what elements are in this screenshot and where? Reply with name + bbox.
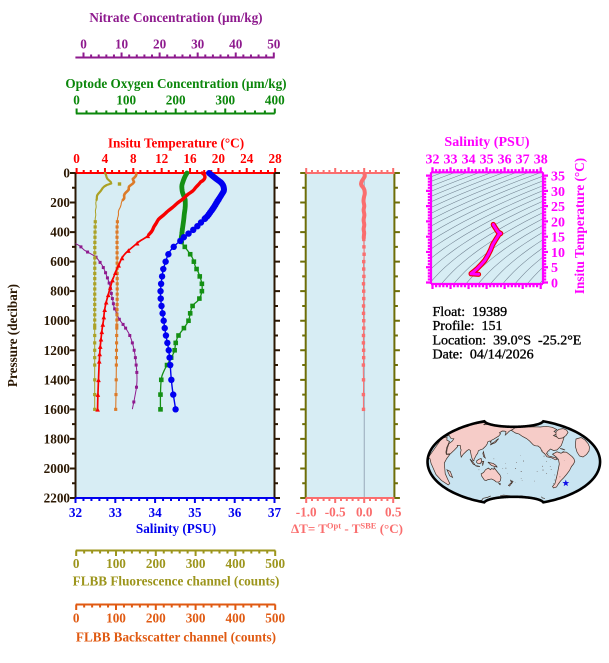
- svg-text:200: 200: [50, 195, 70, 210]
- svg-text:200: 200: [146, 556, 166, 571]
- svg-text:4: 4: [102, 151, 109, 166]
- svg-text:37: 37: [268, 505, 282, 520]
- svg-text:-0.5: -0.5: [325, 505, 346, 520]
- svg-text:34: 34: [149, 505, 163, 520]
- svg-text:Salinity (PSU): Salinity (PSU): [136, 521, 216, 536]
- svg-text:2200: 2200: [44, 491, 71, 506]
- svg-text:0: 0: [80, 37, 87, 52]
- svg-text:400: 400: [265, 93, 285, 108]
- svg-text:FLBB Backscatter channel (coun: FLBB Backscatter channel (counts): [76, 630, 276, 645]
- svg-text:Insitu Temperature (°C): Insitu Temperature (°C): [572, 158, 587, 294]
- svg-text:300: 300: [215, 93, 235, 108]
- svg-text:400: 400: [226, 556, 246, 571]
- svg-text:0.0: 0.0: [356, 505, 373, 520]
- svg-text:Location: 39.0°S -25.2°E: Location: 39.0°S -25.2°E: [433, 333, 582, 348]
- svg-text:30: 30: [551, 185, 565, 200]
- svg-text:-1.0: -1.0: [296, 505, 317, 520]
- svg-text:33: 33: [109, 505, 123, 520]
- svg-text:20: 20: [153, 37, 167, 52]
- svg-text:35: 35: [188, 505, 202, 520]
- svg-text:Salinity (PSU): Salinity (PSU): [444, 135, 530, 150]
- svg-text:200: 200: [146, 611, 166, 626]
- svg-text:10: 10: [551, 246, 565, 261]
- svg-text:400: 400: [226, 611, 246, 626]
- svg-text:32: 32: [69, 505, 83, 520]
- svg-text:Optode Oxygen Concentration (µ: Optode Oxygen Concentration (µm/kg): [65, 76, 286, 91]
- svg-text:1000: 1000: [44, 313, 71, 328]
- svg-text:0: 0: [73, 151, 80, 166]
- svg-text:400: 400: [50, 225, 70, 240]
- svg-text:28: 28: [269, 151, 283, 166]
- svg-text:0: 0: [73, 556, 80, 571]
- svg-text:Date: 04/14/2026: Date: 04/14/2026: [433, 348, 534, 363]
- svg-text:0.5: 0.5: [385, 505, 402, 520]
- svg-text:30: 30: [191, 37, 205, 52]
- svg-text:38: 38: [534, 153, 548, 168]
- svg-text:Float: 19389: Float: 19389: [433, 305, 508, 320]
- svg-text:Pressure (decibar): Pressure (decibar): [5, 284, 20, 387]
- svg-text:300: 300: [186, 611, 206, 626]
- svg-text:100: 100: [116, 93, 136, 108]
- svg-text:0: 0: [73, 93, 80, 108]
- svg-text:5: 5: [551, 261, 558, 276]
- svg-text:10: 10: [115, 37, 129, 52]
- svg-text:2000: 2000: [44, 461, 71, 476]
- svg-text:1800: 1800: [44, 431, 71, 446]
- svg-text:35: 35: [480, 153, 494, 168]
- svg-text:33: 33: [444, 153, 458, 168]
- svg-text:15: 15: [551, 231, 565, 246]
- svg-text:100: 100: [106, 556, 126, 571]
- svg-text:FLBB Fluorescence channel (cou: FLBB Fluorescence channel (counts): [73, 574, 280, 589]
- svg-text:1600: 1600: [44, 402, 71, 417]
- svg-text:Profile: 151: Profile: 151: [433, 319, 503, 334]
- svg-text:800: 800: [50, 284, 70, 299]
- svg-text:1200: 1200: [44, 343, 71, 358]
- svg-text:40: 40: [229, 37, 243, 52]
- svg-text:Nitrate Concentration (µm/kg): Nitrate Concentration (µm/kg): [89, 10, 262, 25]
- svg-text:0: 0: [63, 166, 70, 181]
- svg-text:50: 50: [267, 37, 281, 52]
- svg-text:500: 500: [265, 611, 285, 626]
- svg-text:20: 20: [551, 215, 565, 230]
- svg-text:Insitu Temperature (°C): Insitu Temperature (°C): [108, 136, 244, 151]
- svg-text:1400: 1400: [44, 372, 71, 387]
- svg-text:37: 37: [516, 153, 530, 168]
- svg-text:20: 20: [212, 151, 226, 166]
- svg-text:34: 34: [462, 153, 476, 168]
- svg-text:12: 12: [155, 151, 169, 166]
- svg-text:24: 24: [240, 151, 254, 166]
- svg-text:300: 300: [186, 556, 206, 571]
- svg-text:36: 36: [498, 153, 512, 168]
- svg-text:36: 36: [228, 505, 242, 520]
- svg-text:600: 600: [50, 254, 70, 269]
- svg-text:16: 16: [183, 151, 197, 166]
- svg-text:500: 500: [265, 556, 285, 571]
- svg-text:8: 8: [130, 151, 137, 166]
- svg-text:32: 32: [426, 153, 440, 168]
- svg-text:35: 35: [551, 170, 565, 185]
- svg-text:ΔT= TOpt - TSBE (°C): ΔT= TOpt - TSBE (°C): [291, 521, 403, 537]
- svg-text:200: 200: [166, 93, 186, 108]
- svg-text:0: 0: [551, 277, 558, 292]
- svg-text:100: 100: [106, 611, 126, 626]
- svg-text:25: 25: [551, 200, 565, 215]
- svg-text:0: 0: [73, 611, 80, 626]
